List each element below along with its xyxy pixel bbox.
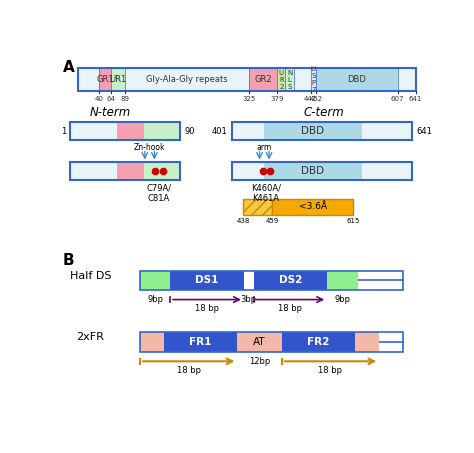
Text: 12bp: 12bp [249,357,270,366]
Text: 18 bp: 18 bp [177,366,201,375]
Text: 9bp: 9bp [147,295,163,304]
Text: 1: 1 [61,126,66,135]
Bar [170,270,244,290]
Text: 325: 325 [242,96,255,101]
Text: 89: 89 [120,96,129,101]
Bar [70,122,181,140]
Text: 641: 641 [409,96,422,101]
Text: DBD: DBD [347,75,366,84]
Text: 438: 438 [236,217,250,224]
Text: 40: 40 [94,96,103,101]
Bar [237,333,282,352]
Text: 9bp: 9bp [334,295,350,304]
Bar [232,163,412,180]
Text: DS2: DS2 [279,275,302,285]
Bar [243,199,272,215]
Text: U
S
P
7: U S P 7 [311,66,316,93]
Bar [140,333,403,352]
Text: U
R
2: U R 2 [279,70,284,90]
Text: arm: arm [257,143,272,152]
Text: GR1: GR1 [96,75,114,84]
Bar [99,68,111,91]
Bar [310,68,316,91]
Text: DBD: DBD [301,126,325,136]
Text: 459: 459 [266,217,279,224]
Text: 442: 442 [304,96,317,101]
Text: 3bp: 3bp [240,295,256,304]
Bar [264,122,362,140]
Bar [117,163,144,180]
Bar [316,68,398,91]
Bar [294,68,310,91]
Text: Half DS: Half DS [70,271,111,281]
Bar [272,199,353,215]
Text: 379: 379 [271,96,284,101]
Bar [140,270,170,290]
Text: 401: 401 [212,126,228,135]
Bar [70,163,117,180]
Bar [362,163,412,180]
Bar [111,68,125,91]
Bar [244,270,254,290]
Bar [277,68,285,91]
Text: 452: 452 [310,96,322,101]
Bar [398,68,416,91]
Text: 615: 615 [346,217,360,224]
Text: 607: 607 [391,96,404,101]
Text: 18 bp: 18 bp [319,366,343,375]
Bar [70,122,117,140]
Bar [117,122,144,140]
Bar [78,68,416,91]
Text: FR2: FR2 [308,337,330,347]
Bar [78,68,99,91]
Bar [254,270,327,290]
Text: Gly-Ala-Gly repeats: Gly-Ala-Gly repeats [146,75,228,84]
Bar [232,122,412,140]
Text: C79A/
C81A: C79A/ C81A [146,183,172,203]
Bar [78,68,416,91]
Bar [232,163,264,180]
Text: K460A/
K461A: K460A/ K461A [251,183,281,203]
Bar [144,122,181,140]
Bar [140,270,403,290]
Bar [125,68,249,91]
Text: AT: AT [253,337,266,347]
Text: 641: 641 [416,126,432,135]
Bar [70,163,181,180]
Bar [164,333,237,352]
Bar [249,68,277,91]
Text: Zn-hook: Zn-hook [134,143,165,152]
Text: 18 bp: 18 bp [195,304,219,313]
Bar [356,333,379,352]
Text: DS1: DS1 [195,275,219,285]
Text: A: A [63,60,75,75]
Text: FR1: FR1 [189,337,212,347]
Text: 2xFR: 2xFR [76,332,104,342]
Bar [327,270,357,290]
Text: N-term: N-term [90,106,131,119]
Text: C-term: C-term [303,106,344,119]
Text: 18 bp: 18 bp [278,304,302,313]
Bar [232,122,264,140]
Text: GR2: GR2 [255,75,272,84]
Text: 64: 64 [107,96,116,101]
Bar [264,163,362,180]
Text: UR1: UR1 [109,75,127,84]
Bar [144,163,181,180]
Text: 90: 90 [185,126,195,135]
Text: N
L
S: N L S [287,70,292,90]
Bar [282,333,356,352]
Bar [362,122,412,140]
Bar [285,68,294,91]
Bar [140,333,164,352]
Text: <3.6Å: <3.6Å [299,202,327,212]
Text: DBD: DBD [301,166,325,176]
Text: B: B [63,253,74,268]
